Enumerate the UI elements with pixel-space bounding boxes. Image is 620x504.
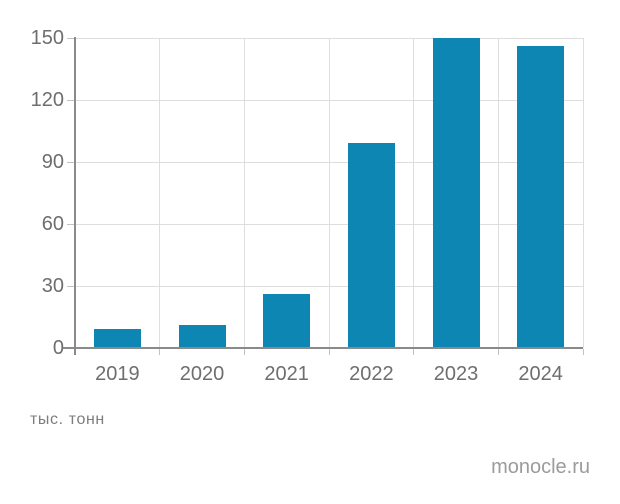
x-tick-label: 2024 <box>518 363 563 385</box>
bar <box>517 46 565 348</box>
x-tick-label: 2021 <box>264 363 309 385</box>
y-axis-tick <box>67 99 75 101</box>
plot-area <box>75 37 584 348</box>
v-gridline <box>413 38 415 348</box>
v-gridline <box>159 38 161 348</box>
x-axis-tick <box>497 349 499 355</box>
x-axis-tick <box>243 349 245 355</box>
y-tick-label: 0 <box>52 337 64 359</box>
bar <box>263 294 311 348</box>
bar <box>178 325 226 348</box>
y-tick-label: 150 <box>30 27 64 49</box>
y-tick-label: 60 <box>41 213 64 235</box>
bar <box>93 329 141 348</box>
v-gridline <box>582 38 584 348</box>
y-axis-line <box>74 37 76 355</box>
y-axis-tick <box>67 37 75 39</box>
y-axis-unit-label: тыс. тонн <box>30 411 105 428</box>
y-tick-label: 120 <box>30 89 64 111</box>
x-axis-tick <box>328 349 330 355</box>
v-gridline <box>243 38 245 348</box>
y-axis-tick <box>67 223 75 225</box>
bar <box>347 143 395 348</box>
y-axis-tick <box>67 285 75 287</box>
y-axis-tick <box>67 161 75 163</box>
v-gridline <box>328 38 330 348</box>
x-tick-label: 2019 <box>95 363 140 385</box>
x-tick-label: 2023 <box>433 363 479 385</box>
source-watermark: monocle.ru <box>491 456 590 478</box>
v-gridline <box>497 38 499 348</box>
x-axis-tick <box>413 349 415 355</box>
x-axis-tick <box>582 349 584 355</box>
x-axis-line <box>63 347 583 349</box>
x-tick-label: 2020 <box>179 363 225 385</box>
y-tick-label: 90 <box>41 151 64 173</box>
x-axis-tick <box>159 349 161 355</box>
y-tick-label: 30 <box>41 275 64 297</box>
x-tick-label: 2022 <box>349 363 394 385</box>
bar <box>432 38 480 348</box>
